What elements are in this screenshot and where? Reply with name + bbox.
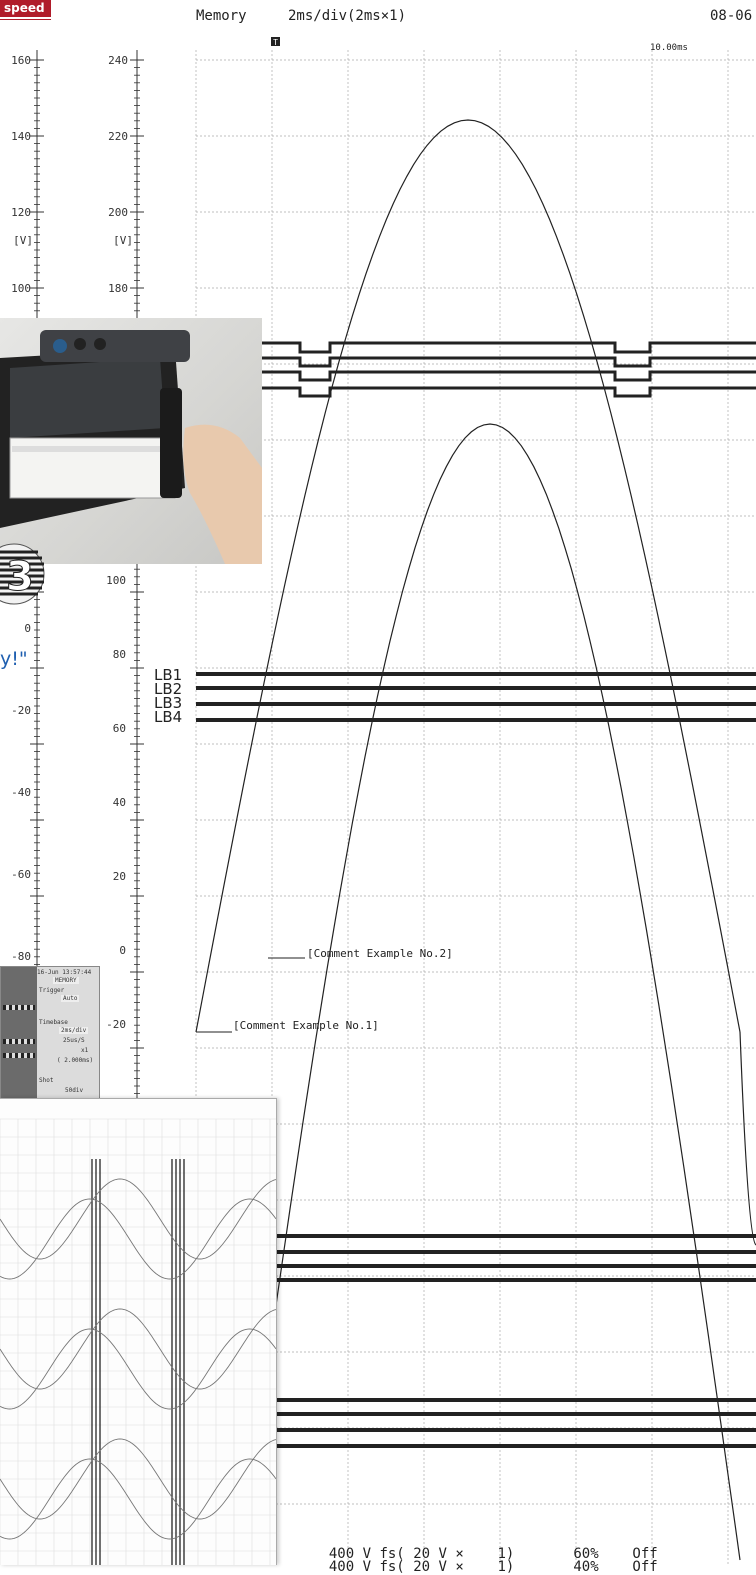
inset-extra-2: x1 bbox=[81, 1047, 89, 1054]
instrument-photo bbox=[0, 318, 262, 564]
channel-1-div: 20 V bbox=[413, 1546, 447, 1562]
left-tick-label: 0 bbox=[24, 622, 31, 635]
right-tick-label: 100 bbox=[106, 574, 126, 587]
logic-label-lb3: LB3 bbox=[154, 694, 182, 712]
right-tick-label: 60 bbox=[113, 722, 126, 735]
timebase-readout: 2ms/div(2ms×1) bbox=[288, 8, 407, 24]
inset-trigger-value: Auto bbox=[61, 995, 80, 1002]
logic-trace-upper bbox=[262, 370, 756, 382]
right-unit-label: [V] bbox=[113, 234, 133, 247]
logic-label-lb2: LB2 bbox=[154, 680, 182, 698]
comment-example-2: [Comment Example No.2] bbox=[307, 947, 453, 960]
waveform-ch1-tail bbox=[739, 1031, 756, 1246]
right-tick-label: 200 bbox=[108, 206, 128, 219]
date-readout: 08-06 bbox=[710, 8, 753, 24]
comment-example-1: [Comment Example No.1] bbox=[233, 1019, 379, 1032]
quote-fragment: y!" bbox=[0, 648, 28, 670]
printout-waveform bbox=[0, 1438, 276, 1520]
analog-waveforms bbox=[195, 119, 756, 1561]
inset-extra-4: 50div bbox=[65, 1087, 84, 1094]
channel-1-fs: fs( bbox=[379, 1546, 405, 1562]
right-tick-label: 40 bbox=[113, 796, 126, 809]
left-unit-label: [V] bbox=[13, 234, 33, 247]
channel-row-2: 400 V fs( 20 V × 1) 40% Off bbox=[312, 1549, 658, 1575]
left-tick-label: -40 bbox=[11, 786, 31, 799]
channel-1-x: × bbox=[455, 1546, 464, 1562]
plot-grid bbox=[195, 50, 756, 1564]
screen-capture-inset: 16-Jun 13:57:44 MEMORY Trigger Auto Time… bbox=[0, 966, 100, 1100]
right-tick-label: 220 bbox=[108, 130, 128, 143]
feature-logo-icon: 3 bbox=[0, 543, 45, 605]
channel-1-state: Off bbox=[632, 1546, 658, 1562]
printout-waveform bbox=[0, 1308, 276, 1390]
inset-mode: MEMORY bbox=[53, 977, 79, 984]
logic-traces bbox=[196, 341, 756, 1448]
acquisition-mode: Memory bbox=[196, 8, 247, 24]
channel-2-div: 20 V bbox=[413, 1559, 447, 1575]
left-tick-label: 160 bbox=[11, 54, 31, 67]
channel-1-pos: 60% bbox=[573, 1546, 599, 1562]
channel-1-range: 400 V bbox=[328, 1546, 372, 1562]
inset-extra-1: 25us/S bbox=[63, 1037, 85, 1044]
inset-timebase-value: 2ms/div bbox=[59, 1027, 89, 1034]
right-tick-label: 80 bbox=[113, 648, 126, 661]
trigger-marker-label: T bbox=[273, 38, 278, 47]
inset-extra-3: ( 2.000ms) bbox=[57, 1057, 94, 1064]
channel-1-mult: 1) bbox=[497, 1546, 515, 1562]
right-tick-label: 180 bbox=[108, 282, 128, 295]
channel-2-x: × bbox=[455, 1559, 464, 1575]
time-cursor-label: 10.00ms bbox=[650, 43, 688, 53]
waveform-ch1 bbox=[195, 119, 741, 1033]
left-tick-label: 140 bbox=[11, 130, 31, 143]
channel-row-1: 400 V fs( 20 V × 1) 60% Off bbox=[312, 1536, 658, 1562]
left-tick-label: -80 bbox=[11, 950, 31, 963]
printout-waveform bbox=[0, 1458, 276, 1540]
svg-text:3: 3 bbox=[6, 554, 34, 600]
channel-2-range: 400 V bbox=[328, 1559, 372, 1575]
printout-waveform bbox=[0, 1328, 276, 1410]
right-tick-label: 0 bbox=[119, 944, 126, 957]
channel-2-mult: 1) bbox=[497, 1559, 515, 1575]
right-tick-label: 240 bbox=[108, 54, 128, 67]
printout-waveform bbox=[0, 1198, 276, 1280]
channel-2-pos: 40% bbox=[573, 1559, 599, 1575]
inset-timebase-label: Timebase bbox=[39, 1019, 68, 1026]
right-tick-label: 20 bbox=[113, 870, 126, 883]
logic-label-lb4: LB4 bbox=[154, 708, 182, 726]
waveform-ch2 bbox=[239, 423, 741, 1561]
printout-inset bbox=[0, 1098, 277, 1565]
printout-waveform bbox=[0, 1178, 276, 1260]
left-tick-label: 100 bbox=[11, 282, 31, 295]
logic-label-lb1: LB1 bbox=[154, 666, 182, 684]
logic-trace-upper bbox=[262, 356, 756, 368]
logic-trace-upper bbox=[262, 386, 756, 398]
inset-time: 16-Jun 13:57:44 bbox=[37, 969, 92, 976]
section-badge: speed bbox=[0, 0, 51, 20]
channel-2-state: Off bbox=[632, 1559, 658, 1575]
inset-shot-label: Shot bbox=[39, 1077, 54, 1084]
left-tick-label: 120 bbox=[11, 206, 31, 219]
right-tick-label: -20 bbox=[106, 1018, 126, 1031]
left-tick-label: -60 bbox=[11, 868, 31, 881]
left-tick-label: -20 bbox=[11, 704, 31, 717]
logic-trace-upper bbox=[262, 341, 756, 354]
trigger-marker-icon bbox=[271, 37, 280, 46]
channel-2-fs: fs( bbox=[379, 1559, 405, 1575]
inset-trigger-label: Trigger bbox=[39, 987, 65, 994]
